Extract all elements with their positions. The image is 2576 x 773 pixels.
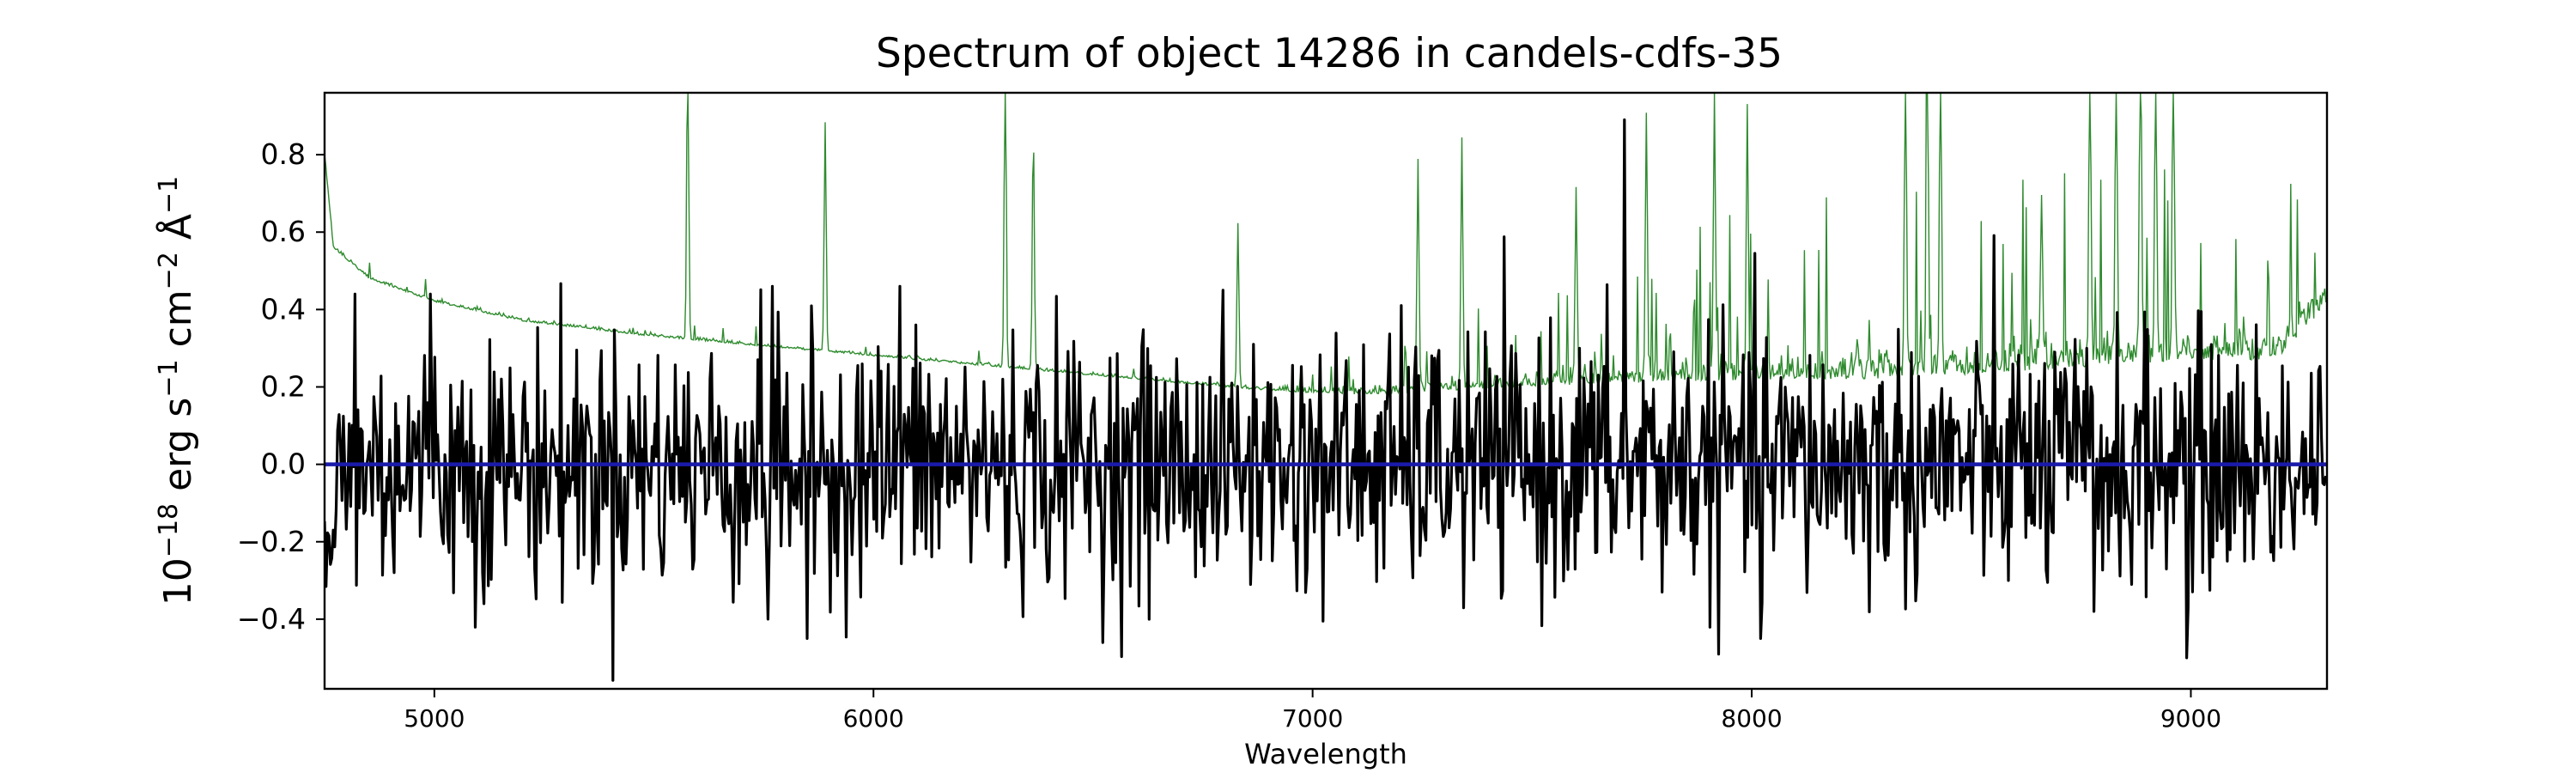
- chart-title: Spectrum of object 14286 in candels-cdfs…: [876, 30, 1783, 77]
- y-label-exp1: −18: [154, 503, 184, 557]
- y-label-exp2: −1: [154, 359, 184, 397]
- x-tick-label: 6000: [843, 704, 904, 733]
- y-tick-label: 0.8: [261, 137, 306, 171]
- y-tick-label: 0.0: [261, 447, 306, 481]
- y-tick-label: −0.4: [237, 602, 306, 636]
- y-axis: −0.4 −0.2 0.0 0.2 0.4 0.6 0.8: [237, 137, 325, 636]
- x-tick-label: 9000: [2160, 704, 2221, 733]
- error-spectrum-line: [325, 93, 2327, 395]
- x-tick-label: 8000: [1721, 704, 1782, 733]
- x-tick-label: 7000: [1282, 704, 1343, 733]
- x-axis-label: Wavelength: [1244, 738, 1407, 770]
- y-label-ang: Å: [155, 214, 200, 252]
- y-tick-label: 0.6: [261, 215, 306, 248]
- y-tick-label: 0.2: [261, 369, 306, 403]
- x-tick-label: 5000: [404, 704, 465, 733]
- plot-area: [325, 93, 2327, 682]
- flux-spectrum-line: [325, 118, 2327, 682]
- y-axis-label: 10−18 erg s−1 cm−2 Å−1: [154, 176, 200, 606]
- y-label-erg: erg s: [156, 398, 200, 503]
- y-label-base: 10: [156, 557, 200, 606]
- y-label-exp3: −2: [154, 252, 184, 289]
- x-axis: 5000 6000 7000 8000 9000: [404, 689, 2221, 733]
- y-label-exp4: −1: [154, 176, 184, 214]
- plot-frame: [323, 91, 2329, 691]
- y-tick-label: 0.4: [261, 292, 306, 326]
- y-label-cm: cm: [156, 289, 200, 359]
- y-tick-label: −0.2: [237, 525, 306, 558]
